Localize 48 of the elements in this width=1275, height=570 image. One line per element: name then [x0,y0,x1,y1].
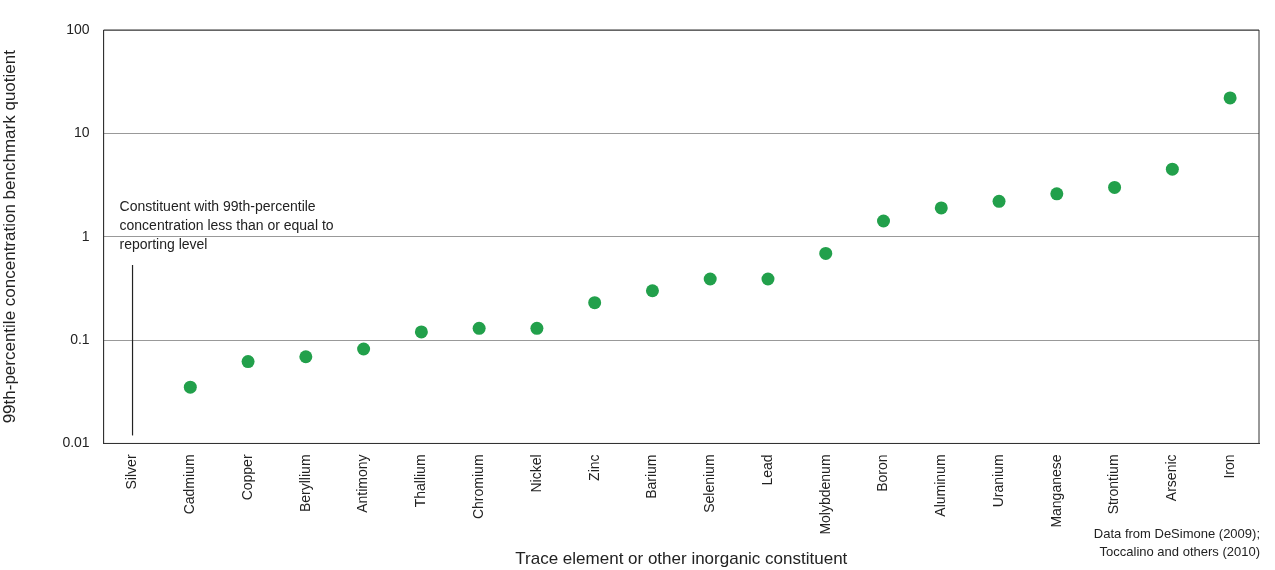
x-tick-label: Thallium [412,454,429,508]
x-tick-label: Uranium [989,454,1006,508]
text: Data from DeSimone (2009); Toccalino and others (2010) [1093,526,1260,560]
x-tick-label: Selenium [701,454,718,513]
point [241,355,255,369]
x-tick-label: Boron [874,454,891,492]
point [588,296,602,310]
x-tick-label: Silver [123,454,140,490]
point [992,194,1006,208]
x-tick-label: Molybdenum [816,454,833,535]
x-tick-label: Beryllium [296,454,313,513]
x-tick-label: Strontium [1105,454,1122,515]
point [819,246,833,260]
x-tick-label: Nickel [527,454,544,493]
point [414,325,428,339]
point [703,272,717,286]
point [472,321,486,335]
x-tick-label: Antimony [354,454,371,513]
point [1108,180,1122,194]
y-tick-label: 0.1 [70,330,90,347]
x-tick-label: Aluminum [932,454,949,517]
x-tick-label: Zinc [585,454,602,481]
y-tick-label: 10 [74,124,90,141]
y-tick-label: 1 [81,227,90,244]
point [357,342,371,356]
x-axis-title: Trace element or other inorganic constituent [515,549,848,569]
point [299,350,313,364]
point [1050,187,1064,201]
point [1165,162,1179,176]
x-tick-label: Manganese [1047,454,1064,528]
point [877,214,891,228]
point [645,284,659,298]
x-tick-label: Chromium [470,454,486,520]
y-tick-label: 0.01 [62,434,90,451]
x-tick-label: Barium [643,454,660,499]
point [530,321,544,335]
x-tick-label: Copper [238,454,255,501]
annotation: Constituent with 99th-percentile concentration less than or equal to reporting level [119,197,334,252]
x-tick-label: Arsenic [1163,454,1180,502]
point [934,201,948,215]
y-tick-label: 100 [66,20,90,37]
y-axis-title: 99th-percentile concentration benchmark quotient [0,49,19,424]
point [761,272,775,286]
point [1223,91,1237,105]
point [183,380,197,394]
x-tick-label: Iron [1220,454,1237,479]
x-tick-label: Cadmium [181,454,198,515]
x-tick-label: Lead [758,454,775,486]
